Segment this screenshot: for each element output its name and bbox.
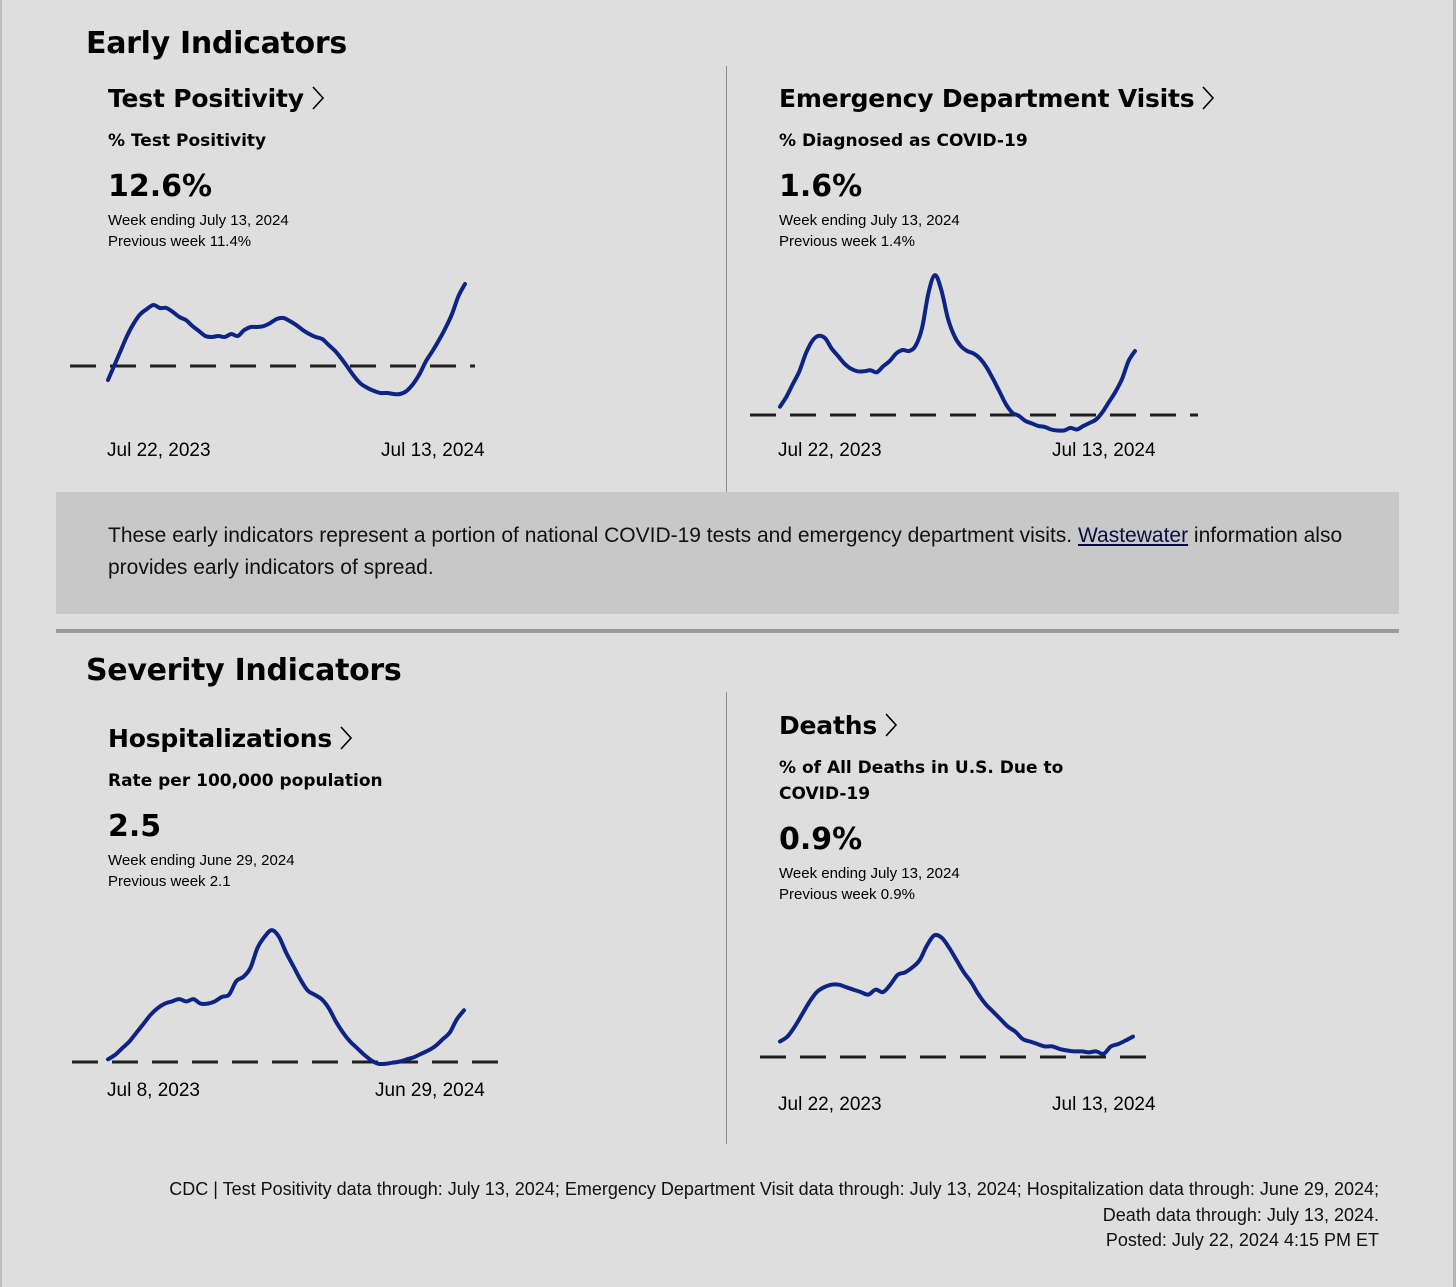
ed-visits-link[interactable]: Emergency Department Visits	[779, 84, 1339, 112]
early-indicators-heading: Early Indicators	[86, 26, 347, 61]
source-footer: CDC | Test Positivity data through: July…	[79, 1177, 1379, 1254]
hospitalizations-sparkline	[72, 928, 507, 1067]
test-positivity-x-end: Jul 13, 2024	[381, 440, 485, 461]
hospitalizations-link[interactable]: Hospitalizations	[108, 724, 668, 752]
deaths-panel: Deaths % of All Deaths in U.S. Due to CO…	[779, 711, 1339, 905]
ed-visits-value: 1.6%	[779, 169, 863, 204]
series-line	[778, 273, 1137, 433]
deaths-x-end: Jul 13, 2024	[1052, 1094, 1156, 1115]
ed-visits-panel: Emergency Department Visits % Diagnosed …	[779, 84, 1339, 252]
test-positivity-link[interactable]: Test Positivity	[108, 84, 668, 112]
severity-indicators-heading: Severity Indicators	[86, 653, 402, 688]
deaths-sparkline	[760, 932, 1158, 1059]
ed-visits-x-start: Jul 22, 2023	[778, 440, 882, 461]
ed-visits-metric-label: % Diagnosed as COVID-19	[779, 131, 1028, 151]
note-text-main: These early indicators represent a porti…	[108, 524, 1078, 547]
test-positivity-panel: Test Positivity % Test Positivity 12.6% …	[108, 84, 668, 252]
hospitalizations-panel: Hospitalizations Rate per 100,000 popula…	[108, 724, 668, 892]
test-positivity-metric-label: % Test Positivity	[108, 131, 267, 151]
wastewater-link[interactable]: Wastewater	[1077, 524, 1189, 547]
hospitalizations-x-end: Jun 29, 2024	[375, 1080, 485, 1101]
test-positivity-week: Week ending July 13, 2024	[108, 212, 289, 229]
test-positivity-value: 12.6%	[108, 169, 213, 204]
chevron-right-icon	[340, 726, 353, 750]
test-positivity-x-start: Jul 22, 2023	[107, 440, 211, 461]
hospitalizations-title: Hospitalizations	[108, 723, 332, 753]
ed-visits-x-end: Jul 13, 2024	[1052, 440, 1156, 461]
series-line	[106, 282, 467, 397]
ed-visits-previous: Previous week 1.4%	[779, 233, 915, 250]
chevron-right-icon	[1202, 86, 1215, 110]
hospitalizations-metric-label: Rate per 100,000 population	[108, 771, 383, 791]
window-frame-left	[0, 0, 2, 1287]
test-positivity-sparkline	[70, 282, 475, 397]
deaths-x-start: Jul 22, 2023	[778, 1094, 882, 1115]
chevron-right-icon	[312, 86, 324, 110]
footer-line-2: Death data through: July 13, 2024.	[1102, 1204, 1379, 1225]
section-divider	[56, 629, 1399, 633]
severity-column-divider	[726, 692, 727, 1144]
deaths-metric-label: % of All Deaths in U.S. Due to COVID-19	[779, 758, 1064, 804]
window-frame-right	[1453, 0, 1456, 1287]
early-indicators-note: These early indicators represent a porti…	[56, 492, 1399, 614]
hospitalizations-value: 2.5	[108, 809, 162, 844]
footer-line-1: CDC | Test Positivity data through: July…	[169, 1179, 1379, 1199]
hospitalizations-x-start: Jul 8, 2023	[107, 1080, 200, 1101]
test-positivity-title: Test Positivity	[108, 83, 304, 113]
deaths-previous: Previous week 0.9%	[779, 886, 915, 903]
hospitalizations-week: Week ending June 29, 2024	[108, 852, 295, 869]
hospitalizations-previous: Previous week 2.1	[108, 873, 231, 890]
ed-visits-title: Emergency Department Visits	[779, 83, 1195, 113]
note-text-after: information also provides early indicato…	[108, 524, 1343, 579]
deaths-title: Deaths	[779, 710, 878, 740]
deaths-week: Week ending July 13, 2024	[779, 865, 960, 882]
note-text: These early indicators represent a porti…	[108, 520, 1348, 584]
chevron-right-icon	[885, 713, 898, 737]
early-column-divider	[726, 66, 727, 492]
footer-line-3: Posted: July 22, 2024 4:15 PM ET	[1105, 1230, 1379, 1250]
deaths-value: 0.9%	[779, 822, 863, 857]
series-line	[106, 928, 466, 1067]
test-positivity-previous: Previous week 11.4%	[108, 233, 252, 250]
ed-visits-week: Week ending July 13, 2024	[779, 212, 960, 229]
deaths-link[interactable]: Deaths	[779, 711, 1339, 739]
series-line	[778, 932, 1135, 1056]
ed-visits-sparkline	[750, 273, 1198, 433]
